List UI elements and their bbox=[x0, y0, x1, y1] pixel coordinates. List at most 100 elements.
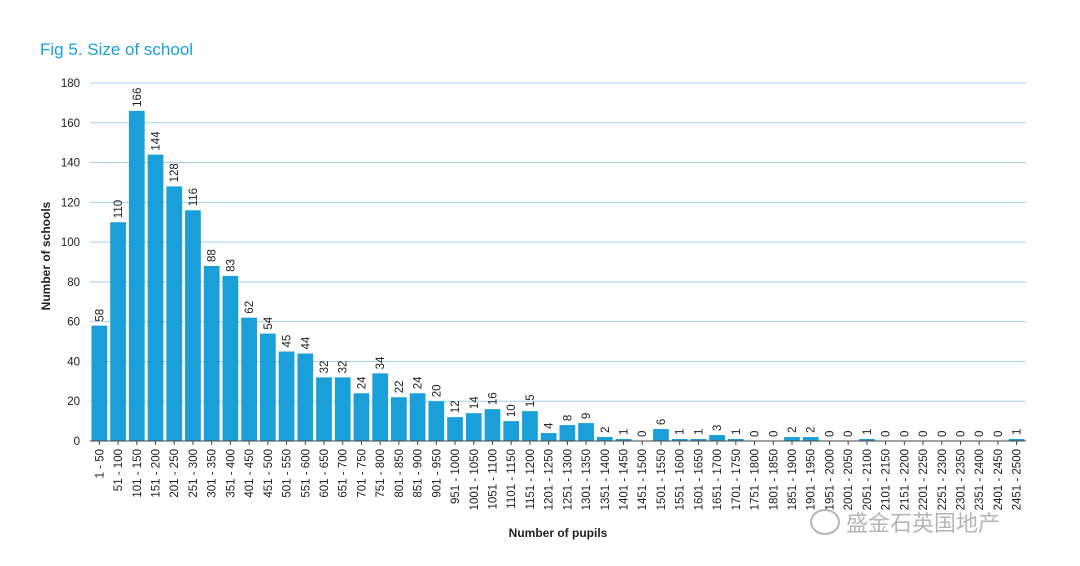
bar bbox=[709, 435, 725, 441]
bar bbox=[522, 411, 538, 441]
data-label: 16 bbox=[487, 392, 499, 405]
wechat-icon bbox=[810, 509, 840, 535]
x-tick-label: 2001 - 2050 bbox=[843, 449, 855, 510]
x-tick-label: 701 - 750 bbox=[356, 449, 368, 498]
x-tick-label: 2101 - 2150 bbox=[881, 449, 893, 510]
data-label: 20 bbox=[431, 384, 443, 397]
bar bbox=[578, 423, 594, 441]
data-label: 32 bbox=[319, 361, 331, 374]
bar bbox=[690, 439, 707, 441]
x-tick-label: 1301 - 1350 bbox=[581, 449, 593, 510]
y-tick-label: 160 bbox=[61, 118, 80, 130]
x-tick-label: 2451 - 2500 bbox=[1012, 449, 1024, 510]
x-tick-label: 1451 - 1500 bbox=[637, 449, 649, 510]
bar bbox=[278, 351, 295, 441]
data-label: 83 bbox=[225, 259, 237, 272]
bar bbox=[391, 397, 407, 441]
bar bbox=[653, 429, 669, 441]
bar bbox=[540, 433, 557, 441]
x-tick-label: 1851 - 1900 bbox=[787, 449, 799, 510]
data-label: 10 bbox=[506, 404, 518, 417]
data-label: 144 bbox=[151, 131, 163, 151]
y-tick-label: 100 bbox=[61, 237, 80, 249]
data-label: 22 bbox=[394, 380, 406, 393]
x-tick-label: 1501 - 1550 bbox=[656, 449, 668, 510]
data-label: 0 bbox=[768, 431, 780, 437]
x-tick-label: 1351 - 1400 bbox=[600, 449, 612, 510]
bar bbox=[353, 393, 370, 441]
data-label: 0 bbox=[974, 431, 986, 437]
x-tick-label: 1 - 50 bbox=[94, 449, 106, 478]
data-label: 34 bbox=[375, 356, 387, 369]
data-label: 32 bbox=[338, 361, 350, 374]
data-label: 12 bbox=[450, 400, 462, 413]
x-tick-label: 351 - 400 bbox=[225, 449, 237, 498]
bar bbox=[784, 437, 800, 441]
x-tick-label: 851 - 900 bbox=[413, 449, 425, 498]
data-label: 0 bbox=[918, 431, 930, 437]
x-tick-label: 1751 - 1800 bbox=[750, 449, 762, 510]
y-tick-label: 60 bbox=[67, 317, 80, 329]
data-label: 24 bbox=[413, 376, 425, 389]
data-label: 0 bbox=[937, 431, 949, 437]
bar bbox=[128, 110, 145, 441]
bar bbox=[428, 401, 445, 441]
x-tick-label: 1201 - 1250 bbox=[544, 449, 556, 510]
data-label: 116 bbox=[188, 188, 200, 206]
x-tick-label: 801 - 850 bbox=[394, 449, 406, 498]
x-tick-label: 1151 - 1200 bbox=[525, 449, 537, 510]
data-label: 8 bbox=[562, 415, 574, 421]
y-tick-label: 180 bbox=[61, 78, 80, 90]
data-label: 1 bbox=[1012, 429, 1024, 435]
x-tick-label: 1701 - 1750 bbox=[731, 449, 743, 510]
x-axis-title: Number of pupils bbox=[509, 526, 608, 540]
y-axis-ticks: 0 20 40 60 80 100 120 140 160 180 bbox=[61, 78, 80, 448]
data-label: 166 bbox=[132, 88, 144, 107]
watermark: 盛金石英国地产 bbox=[810, 506, 1000, 538]
data-label: 58 bbox=[94, 309, 106, 322]
data-label: 88 bbox=[207, 249, 219, 262]
bar bbox=[559, 425, 576, 441]
x-tick-label: 751 - 800 bbox=[375, 449, 387, 498]
bar bbox=[147, 154, 164, 441]
data-label: 0 bbox=[899, 431, 911, 437]
bar bbox=[110, 222, 126, 441]
x-tick-label: 601 - 650 bbox=[319, 449, 331, 498]
x-tick-label: 2401 - 2450 bbox=[993, 449, 1005, 510]
data-label: 0 bbox=[843, 431, 855, 437]
y-tick-label: 40 bbox=[67, 356, 80, 368]
x-tick-label: 1051 - 1100 bbox=[487, 449, 499, 510]
x-tick-label: 401 - 450 bbox=[244, 449, 256, 498]
bar bbox=[1008, 439, 1025, 441]
bar bbox=[185, 210, 201, 441]
bar bbox=[503, 421, 520, 441]
data-label: 62 bbox=[244, 301, 256, 314]
data-label: 128 bbox=[169, 163, 181, 182]
y-tick-label: 20 bbox=[67, 396, 80, 408]
data-label: 0 bbox=[637, 431, 649, 437]
x-tick-label: 2051 - 2100 bbox=[862, 449, 874, 510]
bar bbox=[372, 373, 389, 441]
x-tick-label: 501 - 550 bbox=[282, 449, 294, 498]
y-tick-label: 140 bbox=[61, 158, 80, 170]
x-tick-label: 201 - 250 bbox=[169, 449, 181, 498]
x-tick-label: 1101 - 1150 bbox=[506, 449, 518, 509]
x-tick-label: 2251 - 2300 bbox=[937, 449, 949, 510]
x-tick-label: 1801 - 1850 bbox=[768, 449, 780, 510]
x-tick-label: 1001 - 1050 bbox=[469, 449, 481, 510]
y-axis-title: Number of schools bbox=[39, 201, 53, 310]
data-label: 9 bbox=[581, 413, 593, 419]
x-tick-label: 2351 - 2400 bbox=[974, 449, 986, 510]
bar bbox=[241, 317, 257, 441]
x-tick-label: 551 - 600 bbox=[300, 449, 312, 498]
y-tick-label: 0 bbox=[74, 436, 80, 448]
bar bbox=[727, 439, 744, 441]
data-label: 44 bbox=[300, 336, 312, 349]
bar bbox=[222, 275, 239, 441]
data-label: 2 bbox=[600, 427, 612, 433]
bar bbox=[259, 333, 276, 441]
x-tick-label: 1901 - 1950 bbox=[806, 449, 818, 510]
data-label: 0 bbox=[750, 431, 762, 437]
